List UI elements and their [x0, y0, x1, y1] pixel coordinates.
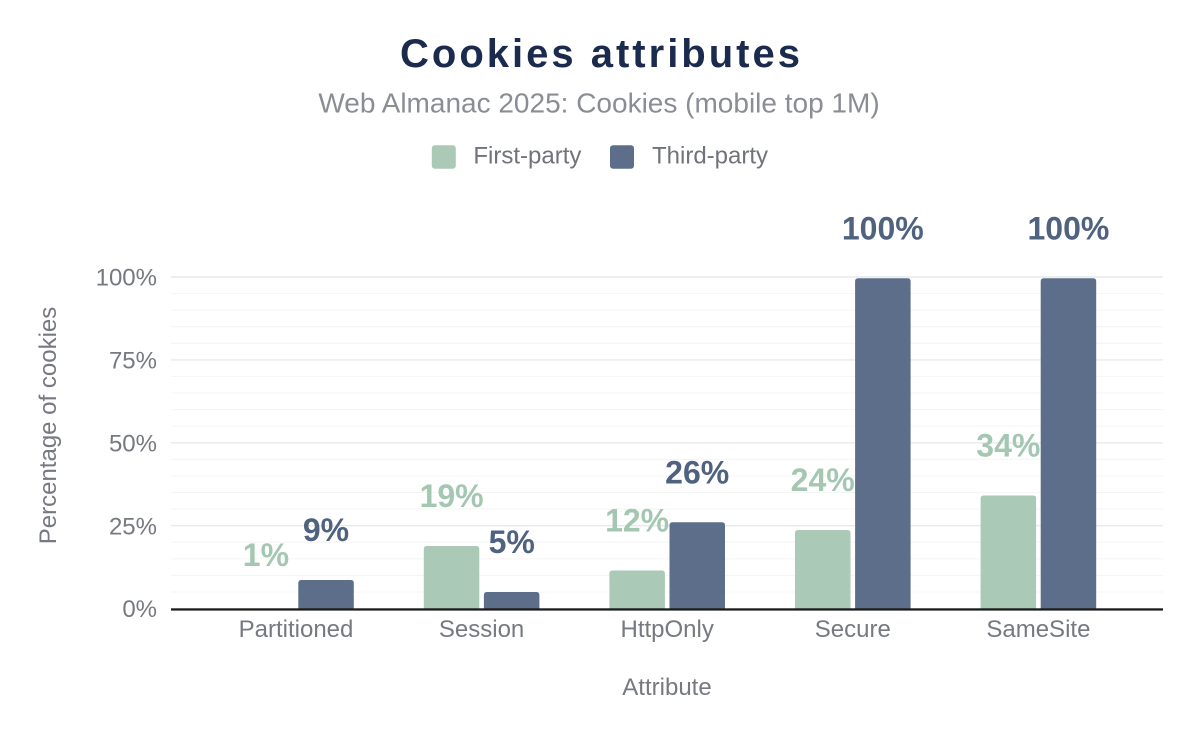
- svg-text:Third-party: Third-party: [652, 143, 768, 170]
- svg-text:26%: 26%: [665, 454, 729, 490]
- svg-text:Cookies attributes: Cookies attributes: [400, 32, 803, 76]
- svg-text:75%: 75%: [109, 348, 157, 375]
- svg-text:19%: 19%: [420, 478, 484, 514]
- svg-text:34%: 34%: [976, 428, 1040, 464]
- svg-text:Web Almanac 2025: Cookies (mob: Web Almanac 2025: Cookies (mobile top 1M…: [318, 88, 879, 119]
- svg-text:SameSite: SameSite: [986, 616, 1090, 643]
- svg-text:0%: 0%: [122, 596, 157, 623]
- svg-text:100%: 100%: [96, 265, 157, 292]
- svg-text:12%: 12%: [605, 503, 669, 539]
- svg-text:1%: 1%: [243, 537, 289, 573]
- svg-text:Secure: Secure: [815, 616, 891, 643]
- svg-text:Session: Session: [439, 616, 524, 643]
- svg-text:50%: 50%: [109, 431, 157, 458]
- svg-text:HttpOnly: HttpOnly: [621, 616, 714, 643]
- svg-text:Partitioned: Partitioned: [239, 616, 354, 643]
- svg-text:25%: 25%: [109, 513, 157, 540]
- svg-text:Percentage of cookies: Percentage of cookies: [35, 307, 62, 544]
- svg-text:First-party: First-party: [473, 143, 581, 170]
- svg-text:5%: 5%: [489, 524, 535, 560]
- svg-text:Attribute: Attribute: [622, 674, 711, 701]
- svg-text:100%: 100%: [842, 210, 924, 246]
- svg-text:9%: 9%: [303, 512, 349, 548]
- svg-text:100%: 100%: [1027, 210, 1109, 246]
- svg-text:24%: 24%: [791, 462, 855, 498]
